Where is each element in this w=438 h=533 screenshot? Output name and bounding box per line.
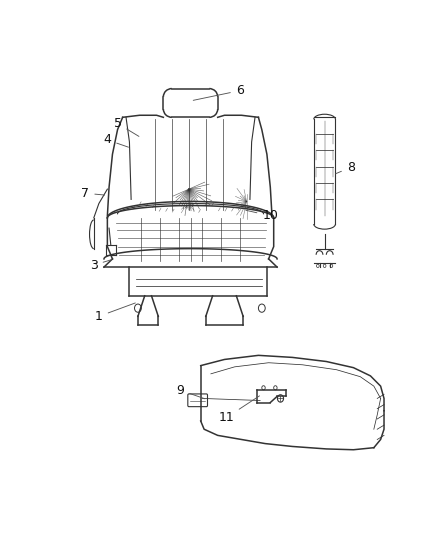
Text: 1: 1 bbox=[95, 303, 135, 323]
Text: 3: 3 bbox=[90, 259, 112, 271]
Text: 10: 10 bbox=[246, 209, 278, 222]
Text: 5: 5 bbox=[113, 117, 139, 136]
Text: 8: 8 bbox=[336, 161, 355, 174]
Text: 9: 9 bbox=[177, 384, 205, 399]
Text: 7: 7 bbox=[81, 187, 105, 200]
Text: 11: 11 bbox=[218, 396, 259, 424]
Text: 6: 6 bbox=[193, 84, 244, 100]
Text: 4: 4 bbox=[103, 133, 128, 147]
